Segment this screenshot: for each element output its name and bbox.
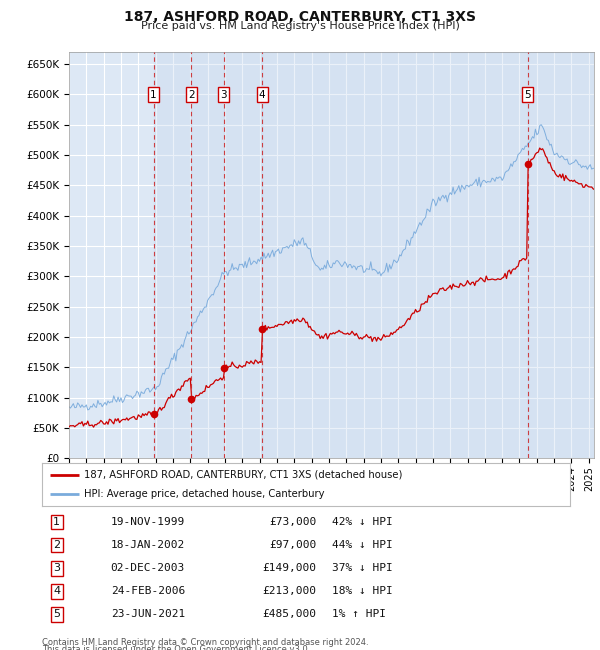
Text: £73,000: £73,000 bbox=[269, 517, 317, 527]
Text: 5: 5 bbox=[524, 90, 531, 99]
Text: 23-JUN-2021: 23-JUN-2021 bbox=[110, 609, 185, 619]
Text: 3: 3 bbox=[220, 90, 227, 99]
Text: £213,000: £213,000 bbox=[263, 586, 317, 596]
Text: 18% ↓ HPI: 18% ↓ HPI bbox=[332, 586, 393, 596]
Text: 19-NOV-1999: 19-NOV-1999 bbox=[110, 517, 185, 527]
Text: 2: 2 bbox=[53, 540, 61, 550]
Bar bbox=[191, 52, 224, 458]
Bar bbox=[262, 52, 528, 458]
Text: Price paid vs. HM Land Registry's House Price Index (HPI): Price paid vs. HM Land Registry's House … bbox=[140, 21, 460, 31]
Text: 1: 1 bbox=[53, 517, 60, 527]
Text: HPI: Average price, detached house, Canterbury: HPI: Average price, detached house, Cant… bbox=[84, 489, 325, 499]
Text: £97,000: £97,000 bbox=[269, 540, 317, 550]
Text: 187, ASHFORD ROAD, CANTERBURY, CT1 3XS (detached house): 187, ASHFORD ROAD, CANTERBURY, CT1 3XS (… bbox=[84, 470, 403, 480]
Bar bbox=[224, 52, 262, 458]
Text: 2: 2 bbox=[188, 90, 194, 99]
Text: 1% ↑ HPI: 1% ↑ HPI bbox=[332, 609, 386, 619]
Text: Contains HM Land Registry data © Crown copyright and database right 2024.: Contains HM Land Registry data © Crown c… bbox=[42, 638, 368, 647]
Text: 18-JAN-2002: 18-JAN-2002 bbox=[110, 540, 185, 550]
Text: £485,000: £485,000 bbox=[263, 609, 317, 619]
Text: 3: 3 bbox=[53, 563, 60, 573]
Text: 24-FEB-2006: 24-FEB-2006 bbox=[110, 586, 185, 596]
Text: 02-DEC-2003: 02-DEC-2003 bbox=[110, 563, 185, 573]
Text: 37% ↓ HPI: 37% ↓ HPI bbox=[332, 563, 393, 573]
Bar bbox=[528, 52, 594, 458]
Text: 187, ASHFORD ROAD, CANTERBURY, CT1 3XS: 187, ASHFORD ROAD, CANTERBURY, CT1 3XS bbox=[124, 10, 476, 24]
Text: 42% ↓ HPI: 42% ↓ HPI bbox=[332, 517, 393, 527]
Text: 4: 4 bbox=[53, 586, 61, 596]
Bar bbox=[154, 52, 191, 458]
Text: £149,000: £149,000 bbox=[263, 563, 317, 573]
Text: 4: 4 bbox=[259, 90, 266, 99]
Text: This data is licensed under the Open Government Licence v3.0.: This data is licensed under the Open Gov… bbox=[42, 645, 310, 650]
Text: 44% ↓ HPI: 44% ↓ HPI bbox=[332, 540, 393, 550]
Text: 5: 5 bbox=[53, 609, 60, 619]
Text: 1: 1 bbox=[150, 90, 157, 99]
